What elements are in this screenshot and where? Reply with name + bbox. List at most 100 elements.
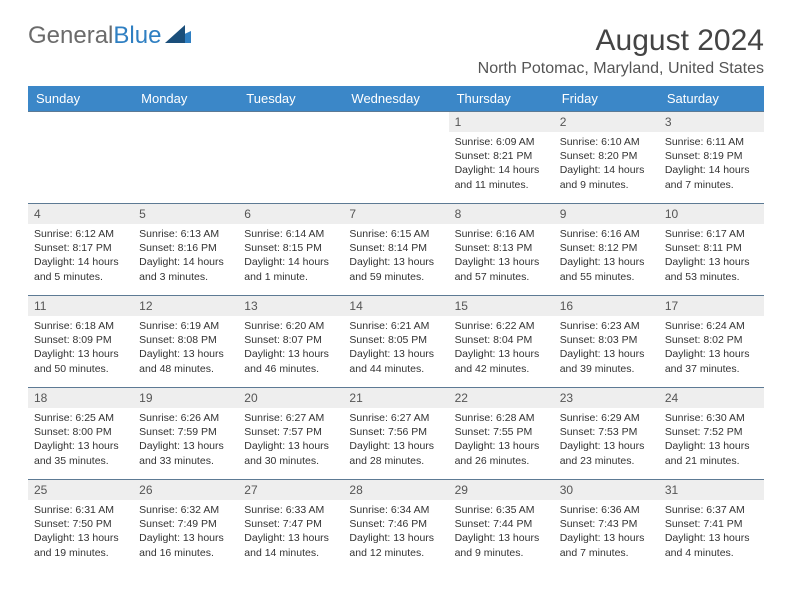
day-info: Sunrise: 6:24 AMSunset: 8:02 PMDaylight:… <box>659 316 764 380</box>
day-cell: 5Sunrise: 6:13 AMSunset: 8:16 PMDaylight… <box>133 204 238 296</box>
day-number: 29 <box>449 480 554 500</box>
day-number: 15 <box>449 296 554 316</box>
day-info: Sunrise: 6:28 AMSunset: 7:55 PMDaylight:… <box>449 408 554 472</box>
daylight-text: Daylight: 13 hours and 48 minutes. <box>139 347 232 375</box>
sunrise-text: Sunrise: 6:14 AM <box>244 227 337 241</box>
daylight-text: Daylight: 13 hours and 21 minutes. <box>665 439 758 467</box>
day-number: 12 <box>133 296 238 316</box>
day-number: 10 <box>659 204 764 224</box>
sunset-text: Sunset: 8:13 PM <box>455 241 548 255</box>
daylight-text: Daylight: 14 hours and 5 minutes. <box>34 255 127 283</box>
day-cell: 30Sunrise: 6:36 AMSunset: 7:43 PMDayligh… <box>554 480 659 572</box>
day-cell: 2Sunrise: 6:10 AMSunset: 8:20 PMDaylight… <box>554 112 659 204</box>
sunrise-text: Sunrise: 6:35 AM <box>455 503 548 517</box>
sunrise-text: Sunrise: 6:28 AM <box>455 411 548 425</box>
sunset-text: Sunset: 7:50 PM <box>34 517 127 531</box>
sunset-text: Sunset: 8:00 PM <box>34 425 127 439</box>
day-cell <box>133 112 238 204</box>
day-info: Sunrise: 6:29 AMSunset: 7:53 PMDaylight:… <box>554 408 659 472</box>
day-number: 20 <box>238 388 343 408</box>
sunrise-text: Sunrise: 6:23 AM <box>560 319 653 333</box>
day-info: Sunrise: 6:33 AMSunset: 7:47 PMDaylight:… <box>238 500 343 564</box>
sunset-text: Sunset: 8:09 PM <box>34 333 127 347</box>
day-number: 5 <box>133 204 238 224</box>
sunset-text: Sunset: 7:55 PM <box>455 425 548 439</box>
day-cell: 28Sunrise: 6:34 AMSunset: 7:46 PMDayligh… <box>343 480 448 572</box>
sunrise-text: Sunrise: 6:22 AM <box>455 319 548 333</box>
daylight-text: Daylight: 13 hours and 16 minutes. <box>139 531 232 559</box>
day-cell <box>28 112 133 204</box>
sunrise-text: Sunrise: 6:16 AM <box>455 227 548 241</box>
day-cell: 27Sunrise: 6:33 AMSunset: 7:47 PMDayligh… <box>238 480 343 572</box>
day-number: 26 <box>133 480 238 500</box>
sunrise-text: Sunrise: 6:36 AM <box>560 503 653 517</box>
sunrise-text: Sunrise: 6:09 AM <box>455 135 548 149</box>
day-number: 18 <box>28 388 133 408</box>
sunset-text: Sunset: 8:15 PM <box>244 241 337 255</box>
day-cell: 20Sunrise: 6:27 AMSunset: 7:57 PMDayligh… <box>238 388 343 480</box>
sunrise-text: Sunrise: 6:18 AM <box>34 319 127 333</box>
day-cell: 23Sunrise: 6:29 AMSunset: 7:53 PMDayligh… <box>554 388 659 480</box>
day-number: 19 <box>133 388 238 408</box>
day-cell: 18Sunrise: 6:25 AMSunset: 8:00 PMDayligh… <box>28 388 133 480</box>
sunset-text: Sunset: 8:17 PM <box>34 241 127 255</box>
day-number: 1 <box>449 112 554 132</box>
day-cell: 11Sunrise: 6:18 AMSunset: 8:09 PMDayligh… <box>28 296 133 388</box>
daylight-text: Daylight: 13 hours and 23 minutes. <box>560 439 653 467</box>
sunrise-text: Sunrise: 6:11 AM <box>665 135 758 149</box>
day-cell: 12Sunrise: 6:19 AMSunset: 8:08 PMDayligh… <box>133 296 238 388</box>
day-cell: 13Sunrise: 6:20 AMSunset: 8:07 PMDayligh… <box>238 296 343 388</box>
day-info: Sunrise: 6:12 AMSunset: 8:17 PMDaylight:… <box>28 224 133 288</box>
sunset-text: Sunset: 8:05 PM <box>349 333 442 347</box>
day-cell: 22Sunrise: 6:28 AMSunset: 7:55 PMDayligh… <box>449 388 554 480</box>
weekday-saturday: Saturday <box>659 86 764 112</box>
day-info: Sunrise: 6:27 AMSunset: 7:57 PMDaylight:… <box>238 408 343 472</box>
day-number: 24 <box>659 388 764 408</box>
day-info: Sunrise: 6:20 AMSunset: 8:07 PMDaylight:… <box>238 316 343 380</box>
day-info: Sunrise: 6:32 AMSunset: 7:49 PMDaylight:… <box>133 500 238 564</box>
day-info: Sunrise: 6:25 AMSunset: 8:00 PMDaylight:… <box>28 408 133 472</box>
day-number: 27 <box>238 480 343 500</box>
sunset-text: Sunset: 8:21 PM <box>455 149 548 163</box>
sunrise-text: Sunrise: 6:26 AM <box>139 411 232 425</box>
daylight-text: Daylight: 14 hours and 1 minute. <box>244 255 337 283</box>
day-cell: 10Sunrise: 6:17 AMSunset: 8:11 PMDayligh… <box>659 204 764 296</box>
weekday-wednesday: Wednesday <box>343 86 448 112</box>
sunset-text: Sunset: 7:56 PM <box>349 425 442 439</box>
sunrise-text: Sunrise: 6:30 AM <box>665 411 758 425</box>
day-number: 4 <box>28 204 133 224</box>
day-info: Sunrise: 6:22 AMSunset: 8:04 PMDaylight:… <box>449 316 554 380</box>
day-number: 28 <box>343 480 448 500</box>
sunrise-text: Sunrise: 6:27 AM <box>349 411 442 425</box>
daylight-text: Daylight: 13 hours and 42 minutes. <box>455 347 548 375</box>
sunrise-text: Sunrise: 6:19 AM <box>139 319 232 333</box>
daylight-text: Daylight: 14 hours and 3 minutes. <box>139 255 232 283</box>
day-cell: 7Sunrise: 6:15 AMSunset: 8:14 PMDaylight… <box>343 204 448 296</box>
sunset-text: Sunset: 7:41 PM <box>665 517 758 531</box>
day-number: 3 <box>659 112 764 132</box>
daylight-text: Daylight: 13 hours and 55 minutes. <box>560 255 653 283</box>
logo: GeneralBlue <box>28 24 191 48</box>
daylight-text: Daylight: 13 hours and 35 minutes. <box>34 439 127 467</box>
daylight-text: Daylight: 13 hours and 30 minutes. <box>244 439 337 467</box>
sunrise-text: Sunrise: 6:21 AM <box>349 319 442 333</box>
day-info: Sunrise: 6:13 AMSunset: 8:16 PMDaylight:… <box>133 224 238 288</box>
weekday-friday: Friday <box>554 86 659 112</box>
sunrise-text: Sunrise: 6:17 AM <box>665 227 758 241</box>
day-cell: 8Sunrise: 6:16 AMSunset: 8:13 PMDaylight… <box>449 204 554 296</box>
day-info: Sunrise: 6:21 AMSunset: 8:05 PMDaylight:… <box>343 316 448 380</box>
day-number: 21 <box>343 388 448 408</box>
daylight-text: Daylight: 13 hours and 4 minutes. <box>665 531 758 559</box>
day-cell: 17Sunrise: 6:24 AMSunset: 8:02 PMDayligh… <box>659 296 764 388</box>
week-row: 25Sunrise: 6:31 AMSunset: 7:50 PMDayligh… <box>28 480 764 572</box>
day-info: Sunrise: 6:36 AMSunset: 7:43 PMDaylight:… <box>554 500 659 564</box>
day-number: 23 <box>554 388 659 408</box>
day-number: 25 <box>28 480 133 500</box>
daylight-text: Daylight: 13 hours and 53 minutes. <box>665 255 758 283</box>
sunset-text: Sunset: 7:47 PM <box>244 517 337 531</box>
day-number: 16 <box>554 296 659 316</box>
daylight-text: Daylight: 13 hours and 12 minutes. <box>349 531 442 559</box>
weekday-tuesday: Tuesday <box>238 86 343 112</box>
day-info: Sunrise: 6:10 AMSunset: 8:20 PMDaylight:… <box>554 132 659 196</box>
sunrise-text: Sunrise: 6:34 AM <box>349 503 442 517</box>
